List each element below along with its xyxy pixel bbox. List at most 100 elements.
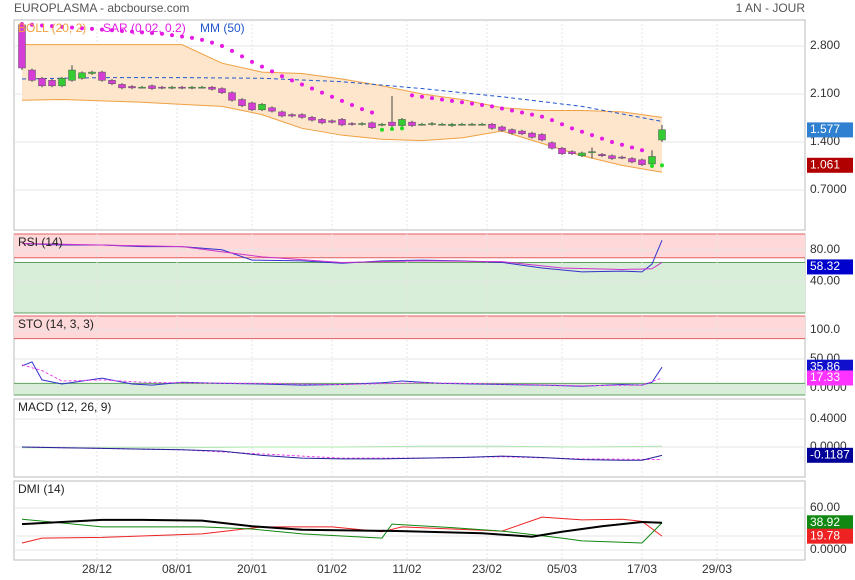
candle-body: [78, 72, 86, 79]
sar-dot: [100, 27, 104, 32]
x-tick-label: 20/01: [237, 562, 267, 576]
sar-dot: [200, 37, 204, 42]
sar-dot: [120, 28, 124, 33]
sar-dot: [560, 122, 564, 127]
candle-body: [38, 78, 46, 87]
sar-dot: [520, 110, 524, 115]
y-tick-label: 2.800: [810, 38, 840, 52]
sar-dot: [610, 140, 614, 145]
candle-body: [508, 129, 516, 134]
value-marker: [807, 157, 853, 173]
legend-label: SAR (0.02, 0.2): [103, 21, 186, 35]
candle-body: [608, 155, 616, 159]
candle-body: [88, 71, 96, 74]
y-tick-label: 1.400: [810, 134, 840, 148]
sar-dot: [360, 107, 364, 112]
sar-dot: [170, 33, 174, 38]
panel-title: RSI (14): [18, 235, 63, 249]
sar-dot: [460, 100, 464, 105]
y-tick-label: 0.4000: [810, 411, 847, 425]
sar-dot: [270, 69, 274, 74]
candle-body: [628, 158, 636, 163]
candle-body: [388, 121, 396, 126]
band-area: [22, 44, 662, 173]
sar-dot: [250, 59, 254, 64]
candle-body: [98, 71, 106, 81]
panel-title: DMI (14): [18, 482, 65, 496]
candle-body: [408, 121, 416, 126]
candle-body: [168, 86, 176, 89]
sar-dot: [380, 127, 384, 132]
value-marker: [807, 259, 853, 275]
candle-body: [128, 86, 136, 89]
sar-dot: [80, 26, 84, 31]
candle-body: [278, 111, 286, 117]
sar-dot: [480, 103, 484, 108]
sar-dot: [570, 126, 574, 131]
candle-body: [248, 102, 256, 111]
candle-body: [338, 119, 346, 126]
value-marker-label: 38.92: [810, 515, 840, 529]
y-tick-label: 40.00: [810, 274, 840, 288]
x-tick-label: 05/03: [547, 562, 577, 576]
legend-label: BOLL (20, 2): [18, 21, 86, 35]
sar-dot: [390, 127, 394, 132]
sar-dot: [640, 148, 644, 153]
sar-dot: [160, 31, 164, 36]
sar-dot: [150, 31, 154, 36]
sar-dot: [450, 98, 454, 103]
sar-dot: [440, 97, 444, 102]
sar-dot: [240, 54, 244, 59]
candle-body: [308, 117, 316, 121]
sar-dot: [540, 114, 544, 119]
sar-dot: [110, 28, 114, 33]
sar-dot: [500, 106, 504, 111]
candle-body: [228, 92, 236, 101]
sar-dot: [230, 48, 234, 53]
candle-body: [178, 86, 186, 89]
value-marker-label: 35.86: [810, 359, 840, 373]
panel-title: STO (14, 3, 3): [18, 317, 94, 331]
candle-body: [138, 86, 146, 89]
value-marker: [807, 370, 853, 386]
sar-dot: [40, 23, 44, 28]
sar-dot: [20, 22, 24, 27]
value-marker-label: 1.577: [810, 122, 840, 136]
period: 1 AN - JOUR: [736, 1, 806, 15]
x-tick-label: 28/12: [82, 562, 112, 576]
zone: [14, 234, 805, 258]
x-tick-label: 23/02: [472, 562, 502, 576]
value-marker: [807, 122, 853, 138]
candle-body: [518, 130, 526, 135]
sar-dot: [260, 64, 264, 69]
candle-body: [618, 156, 626, 159]
indicator-line: [21, 518, 663, 538]
candle-body: [298, 114, 306, 118]
candle-body: [468, 123, 476, 126]
candle-body: [358, 123, 366, 125]
candle-body: [148, 85, 156, 89]
candle-body: [488, 123, 496, 129]
sar-dot: [490, 104, 494, 109]
candle-body: [198, 86, 206, 89]
sar-dot: [290, 78, 294, 83]
candle-body: [478, 123, 486, 126]
indicator-line: [21, 242, 663, 271]
y-tick-label: 60.00: [810, 500, 840, 514]
legend-label: MM (50): [200, 21, 245, 35]
panel-title: MACD (12, 26, 9): [18, 400, 111, 414]
candle-body: [378, 123, 386, 126]
candle-body: [58, 78, 66, 87]
candle-body: [538, 134, 546, 141]
candle-body: [558, 147, 566, 154]
candle-body: [348, 123, 356, 125]
sar-dot: [470, 101, 474, 106]
value-marker-label: 19.78: [810, 528, 840, 542]
x-tick-label: 08/01: [162, 562, 192, 576]
candle-body: [288, 114, 296, 117]
zone: [14, 383, 805, 395]
moving-average: [21, 77, 663, 122]
sar-dot: [90, 26, 94, 31]
candle-body: [548, 142, 556, 149]
